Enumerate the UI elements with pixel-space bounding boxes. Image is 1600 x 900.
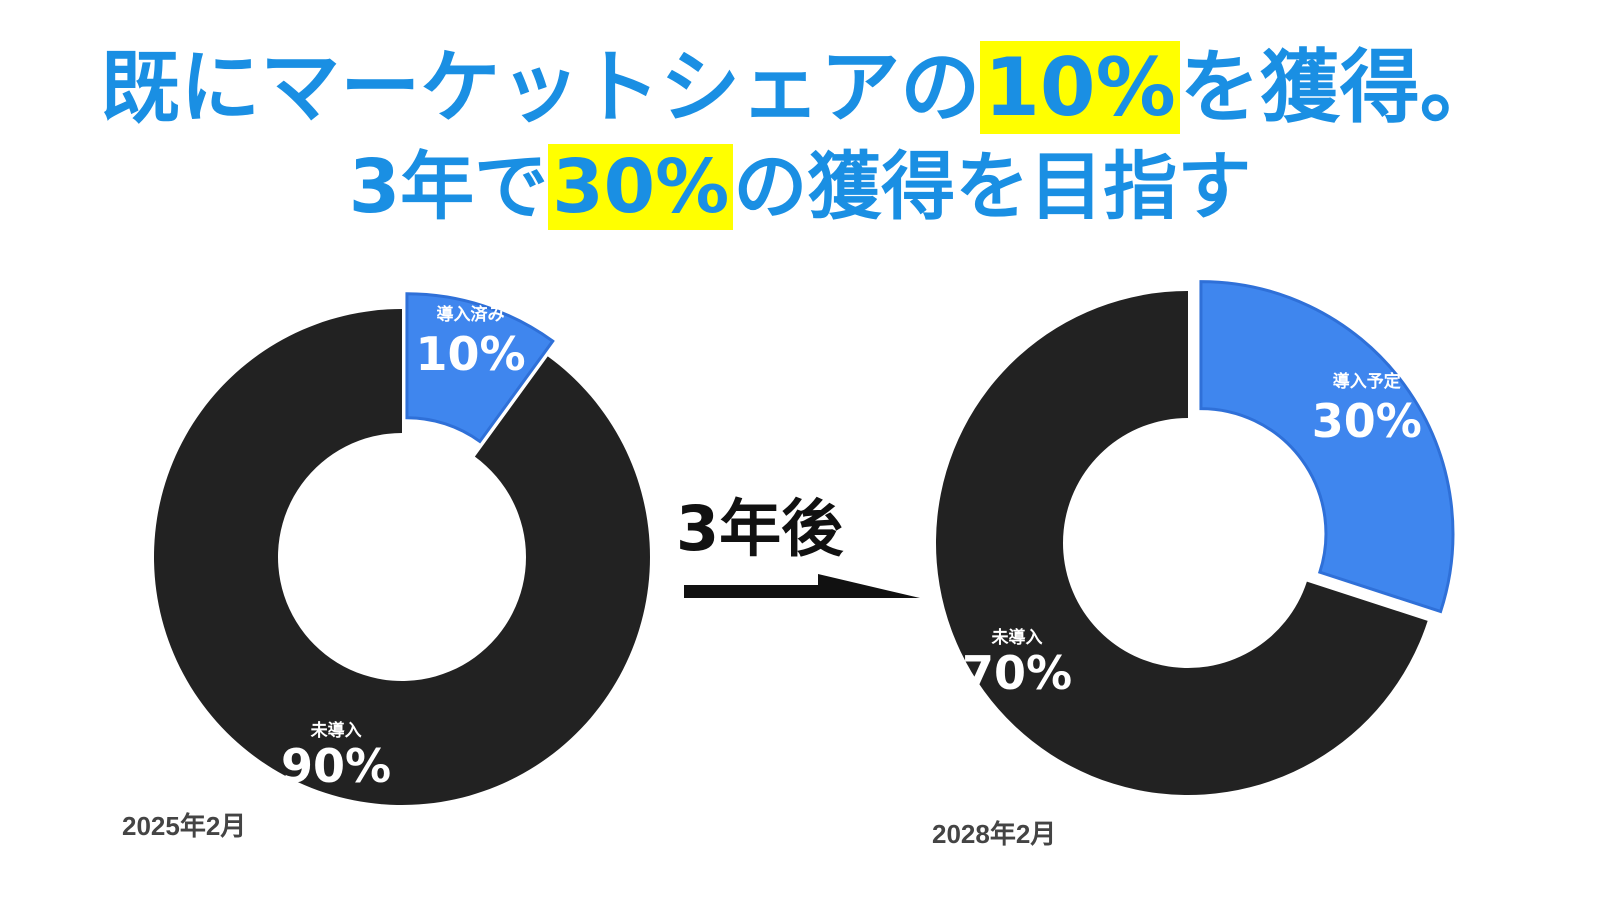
slice-value-1-1: 10% (415, 327, 525, 381)
chart-caption-2028: 2028年2月 (932, 819, 1057, 849)
slice-label-1-2: 未導入 (310, 720, 362, 741)
donut-slice-1-2 (153, 309, 650, 806)
arrow-label: 3年後 (676, 492, 844, 565)
headline-line2-after: の獲得を目指す (733, 144, 1252, 230)
headline-line1-before: 既にマーケットシェアの (100, 41, 981, 134)
headline-line2-before: 3年で (348, 144, 549, 230)
slice-value-1-2: 90% (281, 739, 391, 793)
slice-label-2-1: 導入予定 (1333, 371, 1401, 392)
right-arrow-icon (684, 574, 920, 598)
donut-slice-2-2 (936, 291, 1428, 796)
headline-line-2: 3年で30%の獲得を目指す (0, 144, 1600, 230)
headline-line1-after: を獲得。 (1179, 41, 1500, 134)
slice-value-2-1: 30% (1312, 394, 1422, 448)
slice-value-2-2: 70% (962, 646, 1072, 700)
headline-line-1: 既にマーケットシェアの10%を獲得。 (0, 41, 1600, 134)
headline-line1-highlight: 10% (980, 41, 1180, 134)
slice-label-2-2: 未導入 (991, 627, 1043, 648)
headline-line2-highlight: 30% (548, 144, 734, 230)
slice-label-1-1: 導入済み (437, 304, 505, 325)
donut-slice-2-1 (1199, 280, 1455, 614)
donut-slice-1-1 (405, 292, 555, 444)
chart-caption-2025: 2025年2月 (122, 811, 247, 841)
